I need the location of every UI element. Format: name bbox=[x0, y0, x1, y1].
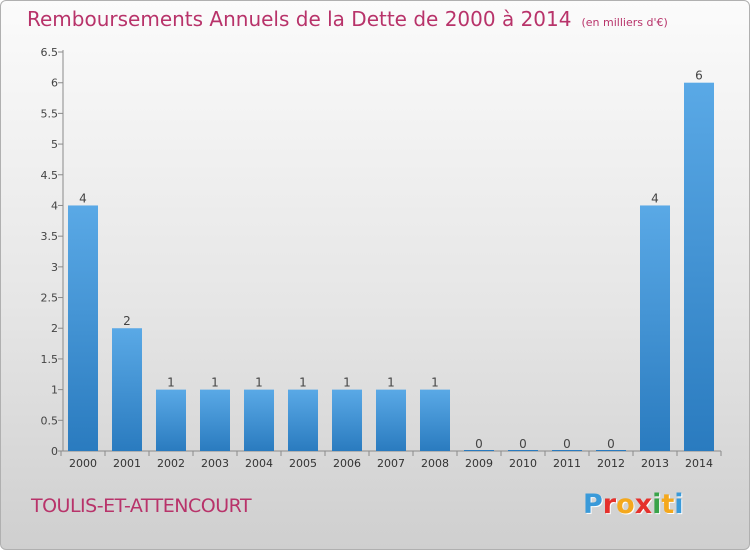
x-tick-label: 2012 bbox=[597, 457, 625, 470]
logo-letter: t bbox=[661, 489, 675, 520]
bar bbox=[420, 389, 450, 451]
bar bbox=[332, 389, 362, 451]
data-label: 0 bbox=[475, 437, 483, 451]
x-tick-label: 2009 bbox=[465, 457, 493, 470]
data-labels: 4 2 1 1 1 1 1 1 1 0 0 0 0 4 6 bbox=[79, 69, 703, 451]
y-tick-label: 5 bbox=[51, 138, 58, 151]
data-label: 0 bbox=[607, 437, 615, 451]
y-tick-label: 0.5 bbox=[41, 414, 59, 427]
x-tick-label: 2001 bbox=[113, 457, 141, 470]
y-tick-label: 0 bbox=[51, 445, 58, 458]
x-tick-label: 2000 bbox=[69, 457, 97, 470]
data-label: 1 bbox=[167, 376, 175, 390]
x-tick-label: 2003 bbox=[201, 457, 229, 470]
y-tick-label: 1 bbox=[51, 384, 58, 397]
data-label: 4 bbox=[651, 191, 659, 205]
y-tick-label: 2 bbox=[51, 322, 58, 335]
data-label: 0 bbox=[519, 437, 527, 451]
x-tick-label: 2014 bbox=[685, 457, 713, 470]
proxiti-logo[interactable]: Proxiti bbox=[583, 489, 684, 520]
data-label: 6 bbox=[695, 69, 703, 83]
y-tick-label: 6.5 bbox=[41, 46, 59, 59]
x-tick-label: 2002 bbox=[157, 457, 185, 470]
bar bbox=[684, 82, 714, 451]
x-axis: 2000 2001 2002 2003 2004 2005 2006 2007 2008 2009… bbox=[60, 450, 722, 470]
data-label: 4 bbox=[79, 191, 87, 205]
y-axis: 0 0.5 1 1.5 2 2.5 3 3.5 4 4.5 5 5.5 6 6.5 bbox=[41, 46, 64, 458]
x-tick-label: 2011 bbox=[553, 457, 581, 470]
place-name: TOULIS-ET-ATTENCOURT bbox=[31, 495, 252, 517]
y-tick-label: 2.5 bbox=[41, 292, 59, 305]
logo-letter: P bbox=[583, 489, 603, 520]
data-label: 2 bbox=[123, 314, 131, 328]
y-tick-label: 1.5 bbox=[41, 353, 59, 366]
logo-letter: i bbox=[674, 489, 684, 520]
chart-unit-note: (en milliers d'€) bbox=[581, 16, 668, 29]
bar bbox=[112, 328, 142, 451]
data-label: 1 bbox=[387, 376, 395, 390]
bar bbox=[156, 389, 186, 451]
x-tick-label: 2005 bbox=[289, 457, 317, 470]
x-tick-label: 2004 bbox=[245, 457, 273, 470]
y-tick-label: 3.5 bbox=[41, 230, 59, 243]
x-tick-label: 2006 bbox=[333, 457, 361, 470]
y-tick-label: 4 bbox=[51, 199, 58, 212]
logo-letter: o bbox=[616, 489, 635, 520]
bars bbox=[68, 82, 714, 451]
data-label: 1 bbox=[299, 376, 307, 390]
bar bbox=[596, 450, 626, 451]
chart-title-main: Remboursements Annuels de la Dette de 20… bbox=[27, 7, 572, 31]
logo-letter: i bbox=[652, 489, 662, 520]
data-label: 1 bbox=[343, 376, 351, 390]
bar bbox=[376, 389, 406, 451]
x-tick-label: 2010 bbox=[509, 457, 537, 470]
bar bbox=[552, 450, 582, 451]
y-tick-label: 6 bbox=[51, 77, 58, 90]
y-tick-label: 5.5 bbox=[41, 107, 59, 120]
y-tick-label: 3 bbox=[51, 261, 58, 274]
bar bbox=[244, 389, 274, 451]
x-tick-label: 2008 bbox=[421, 457, 449, 470]
logo-letter: r bbox=[602, 489, 617, 520]
bar bbox=[508, 450, 538, 451]
chart-title: Remboursements Annuels de la Dette de 20… bbox=[27, 7, 668, 31]
logo-letter: x bbox=[634, 489, 653, 520]
bar bbox=[464, 450, 494, 451]
y-tick-label: 4.5 bbox=[41, 169, 59, 182]
bar bbox=[200, 389, 230, 451]
x-tick-label: 2007 bbox=[377, 457, 405, 470]
bar bbox=[640, 205, 670, 451]
data-label: 1 bbox=[211, 376, 219, 390]
bar bbox=[288, 389, 318, 451]
data-label: 1 bbox=[255, 376, 263, 390]
data-label: 1 bbox=[431, 376, 439, 390]
x-tick-label: 2013 bbox=[641, 457, 669, 470]
bar bbox=[68, 205, 98, 451]
data-label: 0 bbox=[563, 437, 571, 451]
